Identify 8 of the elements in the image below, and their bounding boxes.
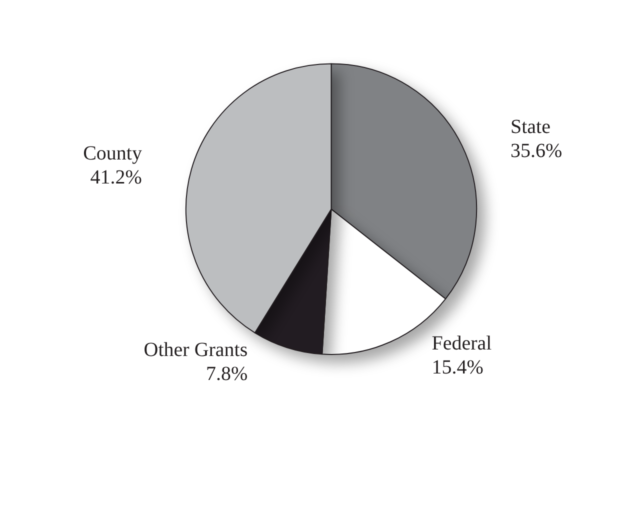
slice-label: County — [83, 142, 142, 164]
slice-label: Other Grants — [144, 338, 248, 361]
data-label: 15.4% — [432, 356, 484, 378]
slice-label: State — [510, 116, 551, 138]
data-label: 41.2% — [90, 166, 142, 188]
data-label: 7.8% — [206, 362, 248, 385]
data-label: 35.6% — [510, 140, 562, 162]
slice-label: Federal — [432, 332, 492, 354]
